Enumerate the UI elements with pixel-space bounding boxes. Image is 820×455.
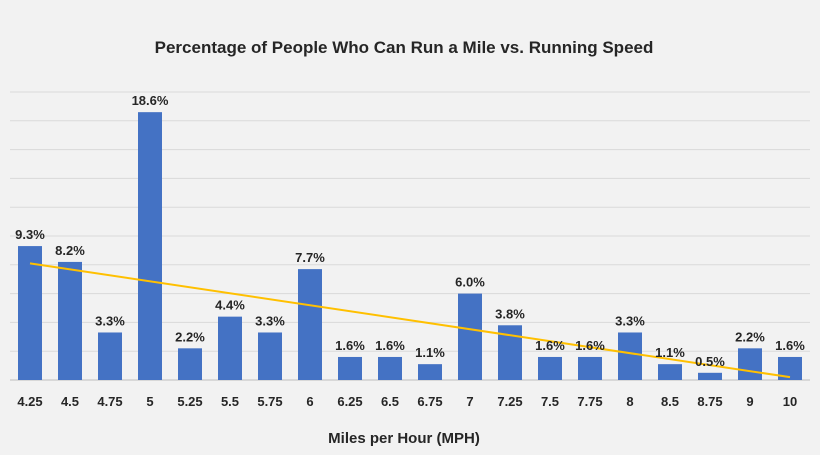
data-label: 0.5% (695, 354, 725, 369)
bar (578, 356, 602, 380)
x-tick-label: 4.5 (61, 394, 79, 409)
x-tick-label: 9 (746, 394, 753, 409)
bar (18, 246, 42, 380)
x-tick-label: 5 (146, 394, 153, 409)
trendline (29, 262, 791, 379)
x-tick-label: 7 (466, 394, 473, 409)
x-tick-label: 7.75 (577, 394, 602, 409)
bars (18, 112, 802, 380)
data-label: 2.2% (735, 329, 765, 344)
data-label: 2.2% (175, 329, 205, 344)
chart-title: Percentage of People Who Can Run a Mile … (155, 38, 654, 57)
bar (538, 356, 562, 380)
bar (458, 293, 482, 380)
bar (738, 348, 762, 380)
x-tick-label: 5.5 (221, 394, 239, 409)
data-label: 1.6% (575, 338, 605, 353)
x-tick-label: 4.75 (97, 394, 122, 409)
x-tick-label: 8 (626, 394, 633, 409)
x-tick-label: 8.75 (697, 394, 722, 409)
data-label: 1.6% (375, 338, 405, 353)
data-label: 1.1% (415, 345, 445, 360)
bar (58, 261, 82, 380)
data-label: 9.3% (15, 227, 45, 242)
bar (298, 269, 322, 380)
bar (698, 372, 722, 380)
x-tick-label: 10 (783, 394, 797, 409)
data-label: 3.8% (495, 306, 525, 321)
bar (138, 112, 162, 380)
x-tick-label: 6.5 (381, 394, 399, 409)
x-tick-labels: 4.25 4.5 4.75 5 5.25 5.5 5.75 6 6.25 6.5 6.75 7 7.25… (17, 394, 797, 409)
bar (778, 356, 802, 380)
x-tick-label: 6.75 (417, 394, 442, 409)
data-label: 3.3% (615, 313, 645, 328)
data-label: 7.7% (295, 250, 325, 265)
data-label: 4.4% (215, 298, 245, 313)
x-tick-label: 7.5 (541, 394, 559, 409)
x-tick-label: 6.25 (337, 394, 362, 409)
bar (658, 364, 682, 380)
bar (618, 332, 642, 380)
data-label: 1.1% (655, 345, 685, 360)
x-axis-label: Miles per Hour (MPH) (328, 430, 480, 447)
x-tick-label: 5.75 (257, 394, 282, 409)
x-tick-label: 8.5 (661, 394, 679, 409)
x-tick-label: 4.25 (17, 394, 42, 409)
data-label: 1.6% (335, 338, 365, 353)
gridlines (10, 91, 810, 381)
bar (218, 316, 242, 380)
bar (338, 356, 362, 380)
data-label: 18.6% (132, 93, 169, 108)
data-label: 1.6% (535, 338, 565, 353)
data-label: 8.2% (55, 243, 85, 258)
data-label: 1.6% (775, 338, 805, 353)
bar (178, 348, 202, 380)
x-tick-label: 6 (306, 394, 313, 409)
data-labels: 9.3% 8.2% 3.3% 18.6% 2.2% 4.4% 3.3% 7.7% 1.6% 1.6… (15, 93, 805, 369)
bar (418, 364, 442, 380)
bar (378, 356, 402, 380)
x-tick-label: 5.25 (177, 394, 202, 409)
bar (258, 332, 282, 380)
data-label: 6.0% (455, 275, 485, 290)
bar (98, 332, 122, 380)
x-tick-label: 7.25 (497, 394, 522, 409)
data-label: 3.3% (255, 313, 285, 328)
trendline-layer (29, 262, 791, 379)
data-label: 3.3% (95, 313, 125, 328)
